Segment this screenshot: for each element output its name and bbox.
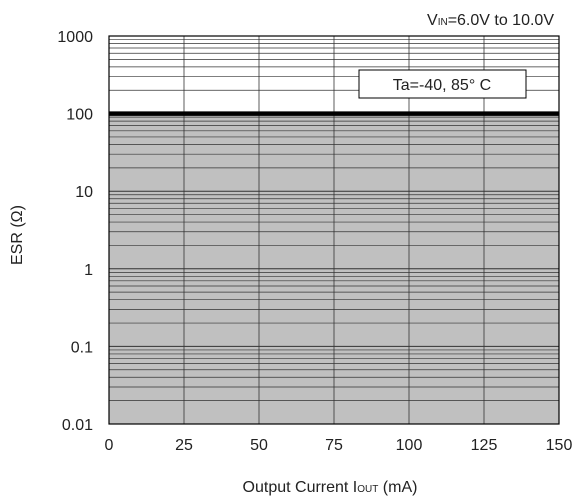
- x-tick-label-3: 75: [325, 437, 343, 454]
- y-tick-labels: 0.01 0.1 1 10 100 1000: [57, 29, 93, 434]
- vin-annotation: VIN=6.0V to 10.0V: [427, 12, 554, 29]
- temperature-label: Ta=-40, 85° C: [393, 77, 491, 94]
- x-tick-label-4: 100: [396, 437, 423, 454]
- y-tick-label-1: 0.1: [71, 339, 93, 356]
- y-tick-label-3: 10: [75, 184, 93, 201]
- y-tick-label-2: 1: [84, 262, 93, 279]
- plot-frame-layer: [108, 35, 560, 425]
- x-tick-label-1: 25: [175, 437, 193, 454]
- x-tick-label-0: 0: [105, 437, 114, 454]
- x-tick-label-6: 150: [546, 437, 573, 454]
- x-tick-label-5: 125: [471, 437, 498, 454]
- plot-frame: [108, 35, 560, 425]
- x-axis-label-suffix: (mA): [378, 479, 417, 496]
- x-axis-label-prefix: Output Current I: [243, 479, 358, 496]
- temperature-box: [358, 69, 527, 99]
- y-tick-label-4: 100: [66, 107, 93, 124]
- x-axis-label-sub: OUT: [357, 484, 378, 495]
- x-tick-label-2: 50: [250, 437, 268, 454]
- vin-annotation-prefix: V: [427, 12, 438, 29]
- y-axis-label: ESR (Ω): [9, 205, 26, 265]
- y-tick-label-5: 1000: [57, 29, 93, 46]
- y-tick-label-0: 0.01: [62, 417, 93, 434]
- vin-annotation-suffix: =6.0V to 10.0V: [448, 12, 555, 29]
- x-axis-label: Output Current IOUT (mA): [243, 479, 418, 496]
- x-tick-labels: 0 25 50 75 100 125 150: [105, 437, 573, 454]
- vin-annotation-sub: IN: [438, 17, 448, 28]
